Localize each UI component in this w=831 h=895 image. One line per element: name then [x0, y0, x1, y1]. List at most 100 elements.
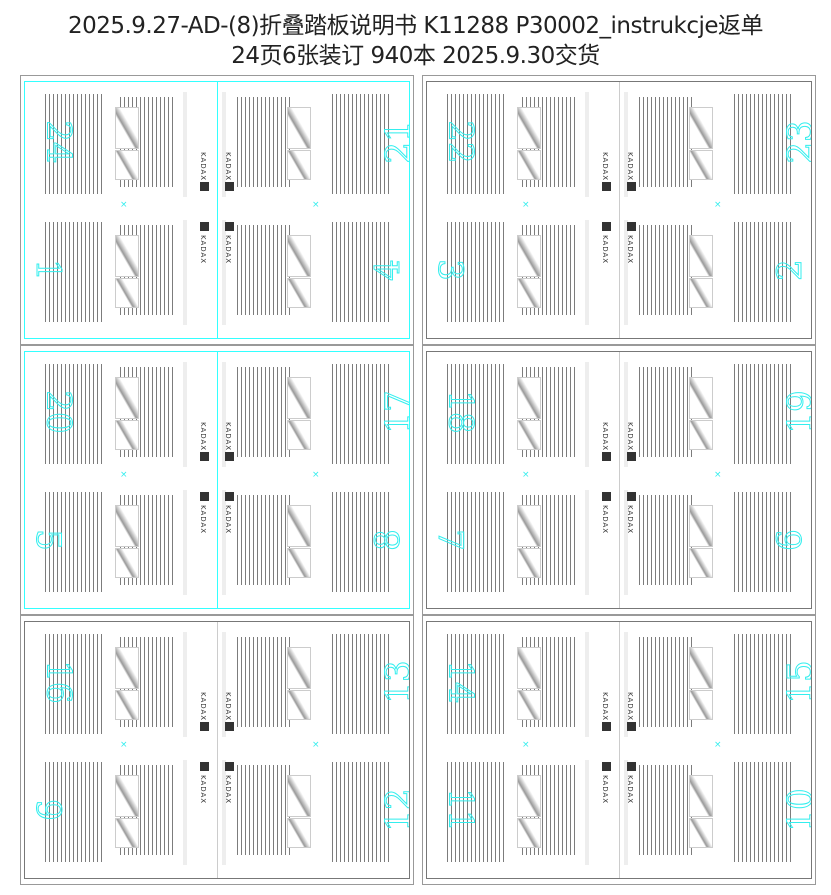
product-image: [689, 647, 713, 689]
trim-frame: KADAX 18 × KADAX 7 KADAX 19 × KADAX 6: [426, 351, 812, 609]
page-number: 11: [440, 788, 481, 832]
body-text-block: [734, 94, 794, 194]
body-text-block: [45, 634, 105, 734]
registration-mark-icon: ×: [714, 740, 722, 750]
registration-mark-icon: ×: [522, 470, 530, 480]
page-panel: KADAX 6: [619, 480, 811, 608]
product-image: [517, 548, 541, 578]
section-bar: [585, 760, 589, 865]
brand-logo: KADAX: [626, 152, 634, 182]
product-image: [689, 505, 713, 547]
product-image: [689, 818, 713, 848]
page-number: 23: [780, 120, 811, 164]
page-number: 5: [27, 529, 68, 552]
trim-frame: KADAX 22 × KADAX 3 KADAX 23 × KADAX 2: [426, 81, 812, 339]
page-panel: KADAX 23 ×: [619, 82, 811, 210]
section-bar: [624, 220, 628, 325]
body-text-block: [639, 495, 694, 585]
section-bar: [183, 220, 187, 325]
product-image: [287, 420, 311, 450]
product-image: [517, 278, 541, 308]
registration-mark-icon: ×: [312, 740, 320, 750]
brand-logo: KADAX: [626, 235, 634, 265]
product-image: [517, 150, 541, 180]
page-number: 4: [367, 259, 408, 282]
body-text-block: [639, 637, 694, 727]
body-text-block: [734, 364, 794, 464]
product-image: [689, 690, 713, 720]
kadax-logo-icon: [602, 722, 611, 731]
page-panel: KADAX 19 ×: [619, 352, 811, 480]
brand-logo: KADAX: [224, 422, 232, 452]
section-bar: [585, 362, 589, 467]
page-panel: KADAX 16 ×: [25, 622, 217, 750]
page-panel: KADAX 4: [217, 210, 409, 338]
page-panel: KADAX 17 ×: [217, 352, 409, 480]
brand-logo: KADAX: [601, 692, 609, 722]
page-panel: KADAX 13 ×: [217, 622, 409, 750]
product-image: [517, 235, 541, 277]
kadax-logo-icon: [627, 722, 636, 731]
product-image: [517, 775, 541, 817]
product-image: [115, 647, 139, 689]
body-text-block: [332, 94, 392, 194]
kadax-logo-icon: [225, 452, 234, 461]
page-number: 6: [769, 529, 810, 552]
section-bar: [585, 632, 589, 737]
body-text-block: [332, 634, 392, 734]
section-bar: [624, 632, 628, 737]
kadax-logo-icon: [225, 222, 234, 231]
brand-logo: KADAX: [199, 692, 207, 722]
body-text-block: [447, 94, 507, 194]
brand-logo: KADAX: [601, 235, 609, 265]
page-panel: KADAX 22 ×: [427, 82, 619, 210]
product-image: [287, 150, 311, 180]
page-number: 19: [780, 390, 811, 434]
trim-frame: KADAX 14 × KADAX 11 KADAX 15 × KADAX 10: [426, 621, 812, 879]
product-image: [287, 235, 311, 277]
page-panel: KADAX 21 ×: [217, 82, 409, 210]
body-text-block: [734, 492, 794, 592]
brand-logo: KADAX: [199, 152, 207, 182]
document-title: 2025.9.27-AD-(8)折叠踏板说明书 K11288 P30002_in…: [67, 13, 764, 39]
product-image: [689, 548, 713, 578]
kadax-logo-icon: [200, 222, 209, 231]
product-image: [115, 818, 139, 848]
registration-mark-icon: ×: [522, 740, 530, 750]
product-image: [115, 107, 139, 149]
page-number: 12: [378, 788, 409, 832]
product-image: [689, 278, 713, 308]
brand-logo: KADAX: [626, 775, 634, 805]
page-panel: KADAX 5: [25, 480, 217, 608]
body-text-block: [237, 225, 292, 315]
section-bar: [222, 760, 226, 865]
imposition-sheet: KADAX 22 × KADAX 3 KADAX 23 × KADAX 2: [422, 75, 816, 345]
product-image: [287, 377, 311, 419]
registration-mark-icon: ×: [120, 740, 128, 750]
kadax-logo-icon: [602, 492, 611, 501]
product-image: [287, 818, 311, 848]
kadax-logo-icon: [200, 762, 209, 771]
registration-mark-icon: ×: [120, 470, 128, 480]
page-number: 21: [378, 120, 409, 164]
product-image: [689, 420, 713, 450]
product-image: [115, 690, 139, 720]
product-image: [115, 505, 139, 547]
kadax-logo-icon: [225, 182, 234, 191]
product-image: [287, 107, 311, 149]
product-image: [115, 278, 139, 308]
page-number: 22: [440, 120, 481, 164]
product-image: [115, 548, 139, 578]
section-bar: [183, 760, 187, 865]
body-text-block: [734, 762, 794, 862]
product-image: [689, 150, 713, 180]
trim-frame: KADAX 24 × KADAX 1 KADAX 21 × KADAX 4: [24, 81, 410, 339]
section-bar: [585, 220, 589, 325]
page-panel: KADAX 3: [427, 210, 619, 338]
body-text-block: [734, 634, 794, 734]
section-bar: [183, 362, 187, 467]
page-number: 20: [38, 390, 79, 434]
section-bar: [585, 92, 589, 197]
page-panel: KADAX 20 ×: [25, 352, 217, 480]
brand-logo: KADAX: [199, 775, 207, 805]
